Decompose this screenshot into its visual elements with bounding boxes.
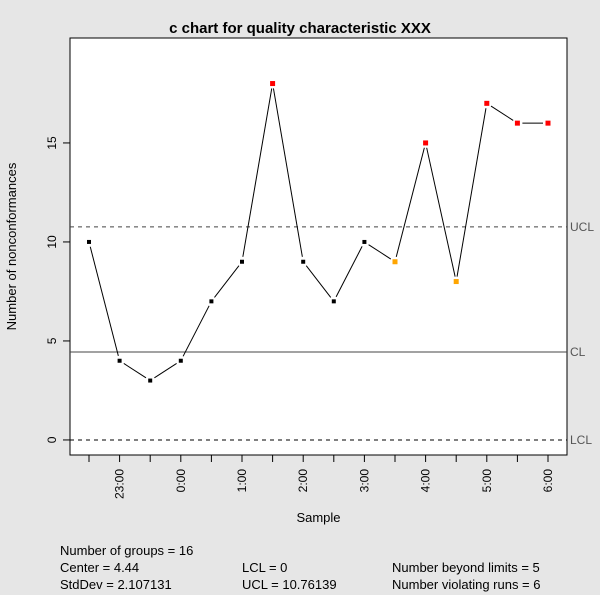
x-axis-label: Sample [296, 510, 340, 525]
stat-stddev: StdDev = 2.107131 [60, 577, 172, 592]
stat-ucl: UCL = 10.76139 [242, 577, 337, 592]
x-tick-label: 6:00 [541, 469, 555, 493]
data-point [514, 120, 520, 126]
series-segment [123, 363, 147, 379]
data-point [240, 259, 244, 264]
series-segment [490, 105, 514, 121]
series-segment [154, 363, 177, 379]
data-point [270, 81, 276, 87]
series-segment [395, 147, 425, 258]
series-segment [182, 305, 210, 357]
stat-groups: Number of groups = 16 [60, 543, 194, 558]
series-segment [305, 265, 332, 298]
series-segment [242, 88, 273, 257]
limit-label-cl: CL [570, 345, 586, 359]
y-tick-label: 5 [45, 337, 59, 344]
data-point [392, 259, 398, 265]
data-point [87, 239, 91, 244]
y-axis-label: Number of nonconformances [4, 162, 19, 330]
data-point [331, 299, 336, 304]
x-tick-label: 4:00 [419, 469, 433, 493]
y-tick-label: 0 [45, 436, 59, 443]
data-point [209, 299, 214, 304]
data-point [301, 259, 306, 264]
x-tick-label: 2:00 [296, 469, 310, 493]
x-tick-label: 3:00 [357, 469, 371, 493]
series-segment [89, 246, 119, 357]
x-tick-label: 23:00 [113, 469, 127, 499]
x-tick-label: 5:00 [480, 469, 494, 493]
series-segment [426, 147, 456, 277]
limit-label-ucl: UCL [570, 220, 594, 234]
stat-center: Center = 4.44 [60, 560, 140, 575]
series-segment [335, 246, 363, 298]
stat-beyond-limits: Number beyond limits = 5 [392, 560, 540, 575]
y-tick-label: 15 [45, 136, 59, 150]
series-segment [272, 88, 303, 257]
y-tick-label: 10 [45, 235, 59, 249]
data-point [423, 140, 429, 146]
chart-title: c chart for quality characteristic XXX [169, 20, 431, 37]
data-point [453, 279, 459, 285]
stat-violating-runs: Number violating runs = 6 [392, 577, 541, 592]
x-tick-label: 0:00 [174, 469, 188, 493]
data-point [178, 358, 183, 363]
data-point [484, 100, 490, 106]
plot-area [69, 37, 568, 456]
series-segment [214, 265, 240, 298]
stat-lcl: LCL = 0 [242, 560, 288, 575]
data-point [117, 358, 122, 363]
limit-label-lcl: LCL [570, 433, 592, 447]
x-tick-label: 1:00 [235, 469, 249, 493]
data-point [362, 239, 367, 244]
series-segment [456, 108, 487, 277]
data-point [545, 120, 551, 126]
series-segment [368, 244, 392, 260]
data-point [148, 378, 153, 383]
